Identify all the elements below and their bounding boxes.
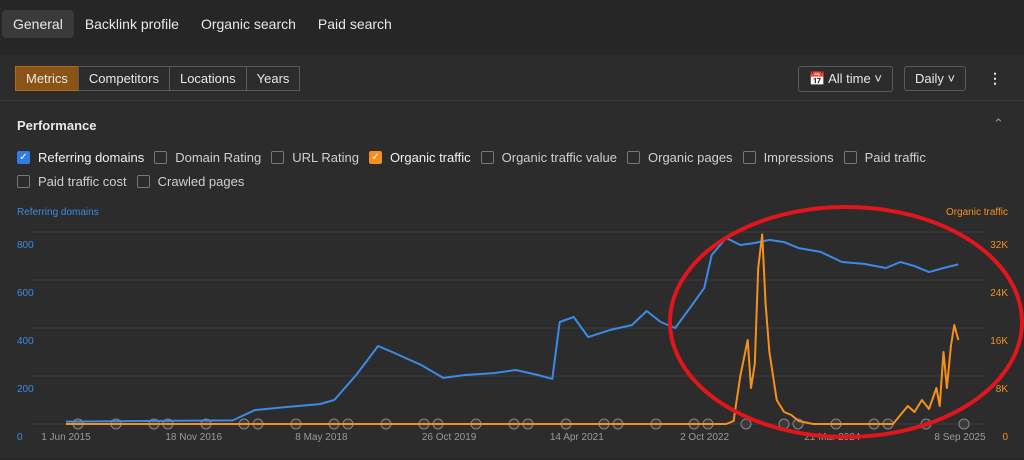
checkbox-label: Crawled pages (157, 174, 245, 189)
segment[interactable]: Years (245, 66, 301, 91)
checkbox-box (480, 151, 494, 164)
series-line (66, 233, 960, 425)
y-tick-label: 800 (17, 240, 34, 251)
checkbox-label: Paid traffic cost (38, 174, 127, 189)
segment[interactable]: Metrics (15, 66, 79, 91)
y2-tick-label: 24K (990, 288, 1008, 299)
tab[interactable]: Organic search (200, 16, 296, 32)
checkbox-label: Organic traffic value (501, 150, 617, 165)
checkbox[interactable]: Paid traffic (843, 150, 926, 165)
tab[interactable]: General (2, 10, 74, 38)
x-tick-label: 18 Nov 2016 (165, 432, 222, 443)
checkbox-box (271, 151, 285, 164)
content-bg (0, 55, 1024, 459)
checkbox-box (136, 175, 150, 188)
checkbox[interactable]: ✓ Organic traffic (368, 150, 471, 165)
x-tick-label: 26 Oct 2019 (422, 432, 477, 443)
y2-axis-title: Organic traffic (946, 207, 1008, 218)
y-tick-label: 0 (17, 432, 23, 443)
checkbox-label: Impressions (763, 150, 834, 165)
y-axis-title: Referring domains (17, 207, 99, 218)
checkbox[interactable]: Organic traffic value (480, 150, 617, 165)
checkbox-label: Organic pages (648, 150, 733, 165)
tab[interactable]: Backlink profile (84, 16, 179, 32)
interval-button[interactable]: Daily ˅ (904, 66, 967, 91)
collapse-icon[interactable]: ⌃ (993, 116, 1004, 131)
series-line (65, 237, 959, 423)
y-tick-label: 600 (17, 288, 34, 299)
y-tick-label: 200 (17, 384, 34, 395)
checkbox[interactable]: Impressions (742, 150, 834, 165)
checkbox[interactable]: ✓ Referring domains (17, 150, 144, 165)
y2-tick-label: 16K (990, 336, 1008, 347)
panel-title: Performance (17, 118, 97, 133)
y2-tick-label: 0 (1002, 432, 1008, 443)
event-marker (958, 418, 970, 430)
segment[interactable]: Competitors (77, 66, 170, 91)
checkbox-label: Domain Rating (175, 150, 262, 165)
x-tick-label: 8 Sep 2025 (934, 432, 986, 443)
checkbox-label: Organic traffic (389, 150, 471, 165)
segment-control: Metrics Competitors Locations Years (15, 66, 301, 91)
checkbox[interactable]: Paid traffic cost (17, 174, 127, 189)
range-button[interactable]: 📅 All time ˅ (798, 66, 893, 92)
checkbox-box (627, 151, 640, 164)
metric-checkboxes: ✓ Referring domains Domain Rating URL Ratin… (17, 150, 1007, 189)
checkbox-box (843, 151, 857, 164)
range-label: All time (828, 71, 871, 86)
checkbox[interactable]: Domain Rating (154, 150, 261, 165)
checkbox-box: ✓ (368, 151, 382, 164)
checkbox[interactable]: URL Rating (271, 150, 359, 165)
checkbox-box (17, 175, 30, 188)
checkbox-label: Paid traffic (864, 150, 926, 165)
checkbox[interactable]: Crawled pages (136, 174, 245, 189)
panel (0, 100, 1024, 460)
tab-bar: General Backlink profile Organic search Pai… (2, 10, 403, 38)
x-tick-label: 14 Apr 2021 (550, 432, 604, 443)
checkbox-box (742, 151, 756, 164)
more-menu[interactable]: ⋮ (988, 70, 1002, 86)
checkbox-label: Referring domains (38, 150, 145, 165)
checkbox-box: ✓ (17, 151, 30, 164)
checkbox-label: URL Rating (292, 150, 359, 165)
x-tick-label: 2 Oct 2022 (680, 432, 729, 443)
x-tick-label: 1 Jun 2015 (41, 432, 91, 443)
checkbox-box (154, 151, 168, 164)
x-tick-label: 8 May 2018 (295, 432, 348, 443)
checkbox[interactable]: Organic pages (627, 150, 733, 165)
y-tick-label: 400 (17, 336, 34, 347)
tab[interactable]: Paid search (317, 16, 392, 32)
chart: Referring domains Organic traffic 0 200 40… (17, 205, 1024, 443)
y2-tick-label: 32K (990, 240, 1008, 251)
interval-label: Daily (915, 71, 944, 86)
segment[interactable]: Locations (168, 66, 247, 91)
highlight-annotation (668, 205, 1024, 439)
y2-tick-label: 8K (996, 384, 1009, 395)
event-marker (740, 418, 752, 430)
